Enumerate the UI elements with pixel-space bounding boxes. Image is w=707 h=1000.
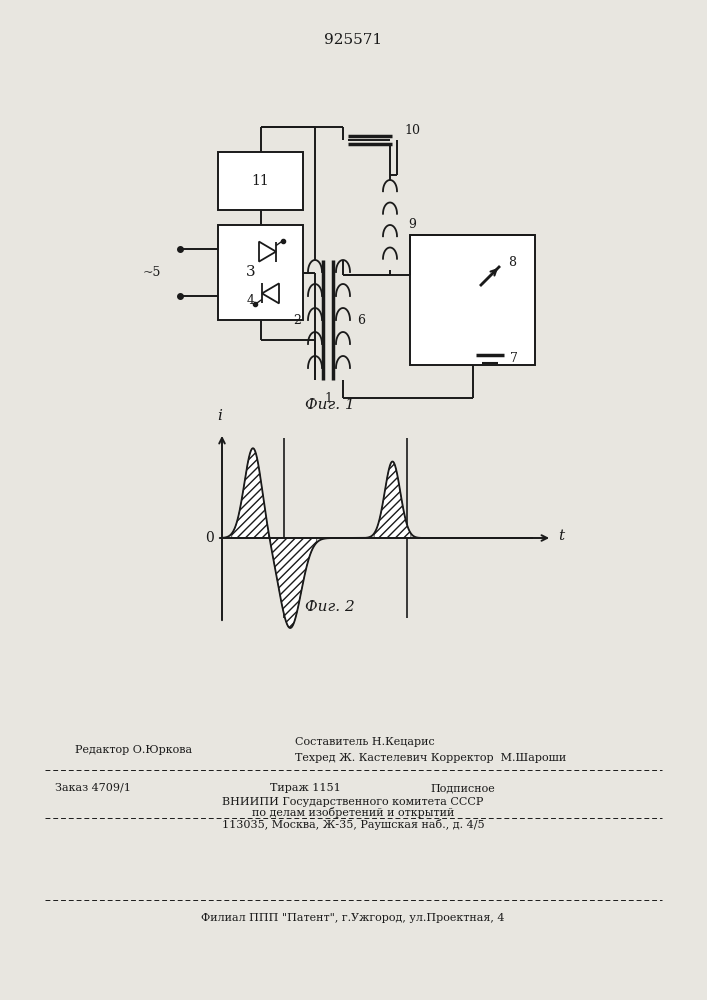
- Text: Филиал ППП "Патент", г.Ужгород, ул.Проектная, 4: Филиал ППП "Патент", г.Ужгород, ул.Проек…: [201, 913, 505, 923]
- Text: 9: 9: [408, 219, 416, 232]
- Text: 11: 11: [252, 174, 269, 188]
- Text: 925571: 925571: [324, 33, 382, 47]
- Text: 113035, Москва, Ж-35, Раушская наб., д. 4/5: 113035, Москва, Ж-35, Раушская наб., д. …: [222, 818, 484, 830]
- Text: 4: 4: [246, 294, 255, 308]
- Polygon shape: [232, 448, 269, 538]
- Text: Подписное: Подписное: [430, 783, 495, 793]
- Text: Техред Ж. Кастелевич Корректор  М.Шароши: Техред Ж. Кастелевич Корректор М.Шароши: [295, 753, 566, 763]
- Polygon shape: [374, 462, 411, 538]
- Text: 1: 1: [324, 391, 332, 404]
- Text: t: t: [558, 529, 564, 543]
- Text: 6: 6: [357, 314, 365, 326]
- Bar: [410, 235, 535, 365]
- Polygon shape: [270, 538, 317, 628]
- Text: Тираж 1151: Тираж 1151: [270, 783, 341, 793]
- Text: ВНИИПИ Государственного комитета СССР: ВНИИПИ Государственного комитета СССР: [222, 797, 484, 807]
- Bar: [218, 152, 303, 210]
- Text: 8: 8: [508, 255, 516, 268]
- Text: i: i: [218, 409, 223, 423]
- Bar: [218, 225, 303, 320]
- Text: ~5: ~5: [143, 266, 161, 279]
- Text: Фиг. 1: Фиг. 1: [305, 398, 355, 412]
- Text: Заказ 4709/1: Заказ 4709/1: [55, 783, 131, 793]
- Text: Редактор О.Юркова: Редактор О.Юркова: [75, 745, 192, 755]
- Text: 10: 10: [404, 123, 420, 136]
- Text: 7: 7: [510, 353, 518, 365]
- Text: Составитель Н.Кецарис: Составитель Н.Кецарис: [295, 737, 435, 747]
- Text: Фиг. 2: Фиг. 2: [305, 600, 355, 614]
- Text: по делам изобретений и открытий: по делам изобретений и открытий: [252, 808, 454, 818]
- Text: 3: 3: [245, 265, 255, 279]
- Text: 2: 2: [293, 314, 301, 326]
- Text: 0: 0: [204, 531, 214, 545]
